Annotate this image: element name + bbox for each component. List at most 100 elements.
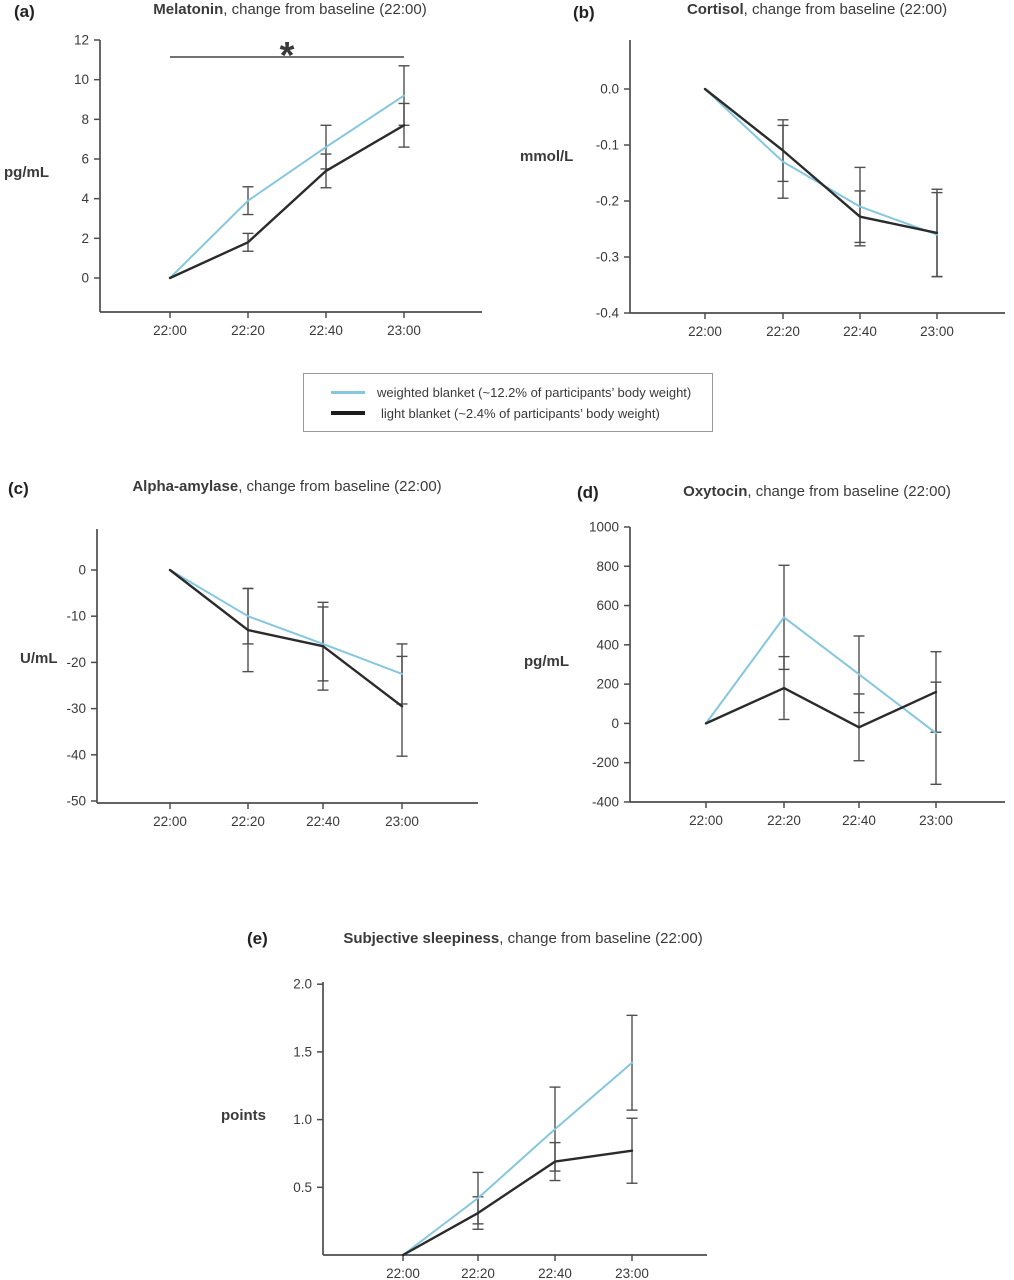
panel-e-title-rest: , change from baseline (22:00) <box>499 930 703 947</box>
panel-e-ytick-label: 1.5 <box>293 1044 312 1059</box>
panel-a-ytick-label: 8 <box>81 112 89 127</box>
panel-b-xtick-label: 23:00 <box>920 324 954 339</box>
panel-d-title-bold: Oxytocin <box>683 483 748 500</box>
panel-a-xtick-label: 22:00 <box>153 323 187 338</box>
panel-c-ytick-label: -30 <box>66 701 86 716</box>
weighted-line-swatch-icon <box>331 390 365 394</box>
panel-a-ytick-label: 0 <box>81 271 89 286</box>
panel-c-xtick-label: 22:00 <box>153 814 187 829</box>
panel-c-title: Alpha-amylase, change from baseline (22:… <box>87 478 487 495</box>
panel-b-weighted-blanket-line <box>704 88 938 236</box>
panel-a-plot: 0 2 4 6 8 10 12 22:00 22:20 22:40 23:00 * <box>74 33 482 338</box>
legend-label-light: light blanket (~2.4% of participants’ bo… <box>381 405 660 421</box>
panel-d-ytick-label: 400 <box>596 637 619 652</box>
panel-b-xtick-label: 22:00 <box>688 324 722 339</box>
panel-c-ytick-label: -20 <box>66 655 86 670</box>
light-line-swatch-icon <box>331 411 365 415</box>
panel-b-light-blanket-line <box>703 87 939 235</box>
panel-c-title-bold: Alpha-amylase <box>132 478 239 495</box>
panel-e-ytick-label: 0.5 <box>293 1180 312 1195</box>
panel-d-light-blanket-line <box>704 686 938 729</box>
panel-c-ytick-label: -40 <box>66 747 86 762</box>
panel-d-ytick-label: -200 <box>592 755 619 770</box>
panel-d-xtick-label: 22:00 <box>689 813 723 828</box>
panel-c-ytick-label: -10 <box>66 609 86 624</box>
panel-b-plot: 0.0 -0.1 -0.2 -0.3 -0.4 22:00 22:20 22:40 23:00 <box>596 40 1005 339</box>
panel-e-weighted-blanket-line <box>402 1061 633 1256</box>
panel-e-title-bold: Subjective sleepiness <box>343 930 500 947</box>
panel-d-ytick-label: -400 <box>592 794 619 809</box>
panel-a-title: Melatonin, change from baseline (22:00) <box>90 1 490 18</box>
panel-e-plot: 0.5 1.0 1.5 2.0 22:00 22:20 22:40 23:00 <box>293 977 707 1280</box>
panel-e-light-blanket-line <box>401 1149 634 1257</box>
panel-b-ytick-label: -0.4 <box>596 306 620 321</box>
panel-e-title: Subjective sleepiness, change from basel… <box>313 930 733 947</box>
panel-a-significance-asterisk: * <box>280 35 295 77</box>
panel-a-ytick-label: 2 <box>81 231 89 246</box>
panel-b-ytick-label: 0.0 <box>600 82 619 97</box>
panel-a-weighted-blanket-line <box>169 94 405 279</box>
panel-b-title-rest: , change from baseline (22:00) <box>743 1 948 18</box>
panel-a-xtick-label: 22:20 <box>231 323 265 338</box>
panel-d-xtick-label: 22:20 <box>767 813 801 828</box>
panel-a-title-rest: , change from baseline (22:00) <box>223 1 427 18</box>
panel-b-letter: (b) <box>573 3 595 22</box>
panel-c-plot: 0 -10 -20 -30 -40 -50 22:00 22:20 22:40 23:00 <box>66 529 478 829</box>
panel-b-title-bold: Cortisol <box>686 1 744 18</box>
panel-c-xtick-label: 22:40 <box>306 814 340 829</box>
panel-e-ytick-label: 2.0 <box>293 977 312 992</box>
panel-c-ytick-label: 0 <box>78 563 86 578</box>
panel-c-letter: (c) <box>8 479 29 498</box>
panel-a-ytick-label: 12 <box>74 33 89 48</box>
panel-c-light-blanket-line <box>168 568 404 708</box>
panel-a-xtick-label: 23:00 <box>387 323 421 338</box>
legend-item-light: light blanket (~2.4% of participants’ bo… <box>331 406 712 421</box>
panel-b-ylabel: mmol/L <box>520 148 574 165</box>
panel-a-xtick-label: 22:40 <box>309 323 343 338</box>
panel-a-ytick-label: 10 <box>74 72 89 87</box>
panel-d-xtick-label: 22:40 <box>842 813 876 828</box>
panel-e-xtick-label: 23:00 <box>615 1266 649 1280</box>
panel-e-ytick-label: 1.0 <box>293 1112 312 1127</box>
panel-d-ylabel: pg/mL <box>524 653 569 670</box>
panel-c-xtick-label: 23:00 <box>385 814 419 829</box>
panel-d-plot: 1000 800 600 400 200 0 -200 -400 22:00 22:20 22:40… <box>589 519 1005 828</box>
panel-e-ylabel: points <box>221 1107 266 1124</box>
panel-b-xtick-label: 22:20 <box>766 324 800 339</box>
legend-label-weighted: weighted blanket (~12.2% of participants… <box>377 384 692 400</box>
panel-c-xtick-label: 22:20 <box>231 814 265 829</box>
panel-c-title-rest: , change from baseline (22:00) <box>238 478 442 495</box>
panel-d-ytick-label: 600 <box>596 598 619 613</box>
panel-a-light-blanket-line <box>168 124 406 280</box>
panel-b-xtick-label: 22:40 <box>843 324 877 339</box>
panel-a-title-bold: Melatonin <box>153 1 224 18</box>
panel-b-title: Cortisol, change from baseline (22:00) <box>620 1 1014 18</box>
panel-a-letter: (a) <box>14 2 35 21</box>
panel-c-ylabel: U/mL <box>20 650 58 667</box>
panel-d-letter: (d) <box>577 483 599 502</box>
panel-b-ytick-label: -0.3 <box>596 250 619 265</box>
panel-d-ytick-label: 800 <box>596 559 619 574</box>
panel-d-weighted-blanket-line <box>705 616 937 735</box>
legend-item-weighted: weighted blanket (~12.2% of participants… <box>331 385 712 400</box>
panel-e-xtick-label: 22:40 <box>538 1266 572 1280</box>
panel-c-ytick-label: -50 <box>66 794 86 809</box>
legend: weighted blanket (~12.2% of participants… <box>303 373 713 432</box>
panel-e-xtick-label: 22:00 <box>386 1266 420 1280</box>
panel-a-ytick-label: 4 <box>81 191 89 206</box>
panel-d-title-rest: , change from baseline (22:00) <box>747 483 951 500</box>
panel-e-xtick-label: 22:20 <box>461 1266 495 1280</box>
panel-a-ytick-label: 6 <box>81 152 89 167</box>
panel-e-letter: (e) <box>247 929 268 948</box>
panel-d-ytick-label: 0 <box>611 716 619 731</box>
panel-d-ytick-label: 200 <box>596 677 619 692</box>
panel-d-ytick-label: 1000 <box>589 519 619 534</box>
panel-d-title: Oxytocin, change from baseline (22:00) <box>620 483 1014 500</box>
panel-a-ylabel: pg/mL <box>4 164 49 181</box>
panel-c-weighted-blanket-line <box>169 569 403 675</box>
panel-b-ytick-label: -0.2 <box>596 194 619 209</box>
panel-b-ytick-label: -0.1 <box>596 138 619 153</box>
panel-d-xtick-label: 23:00 <box>919 813 953 828</box>
